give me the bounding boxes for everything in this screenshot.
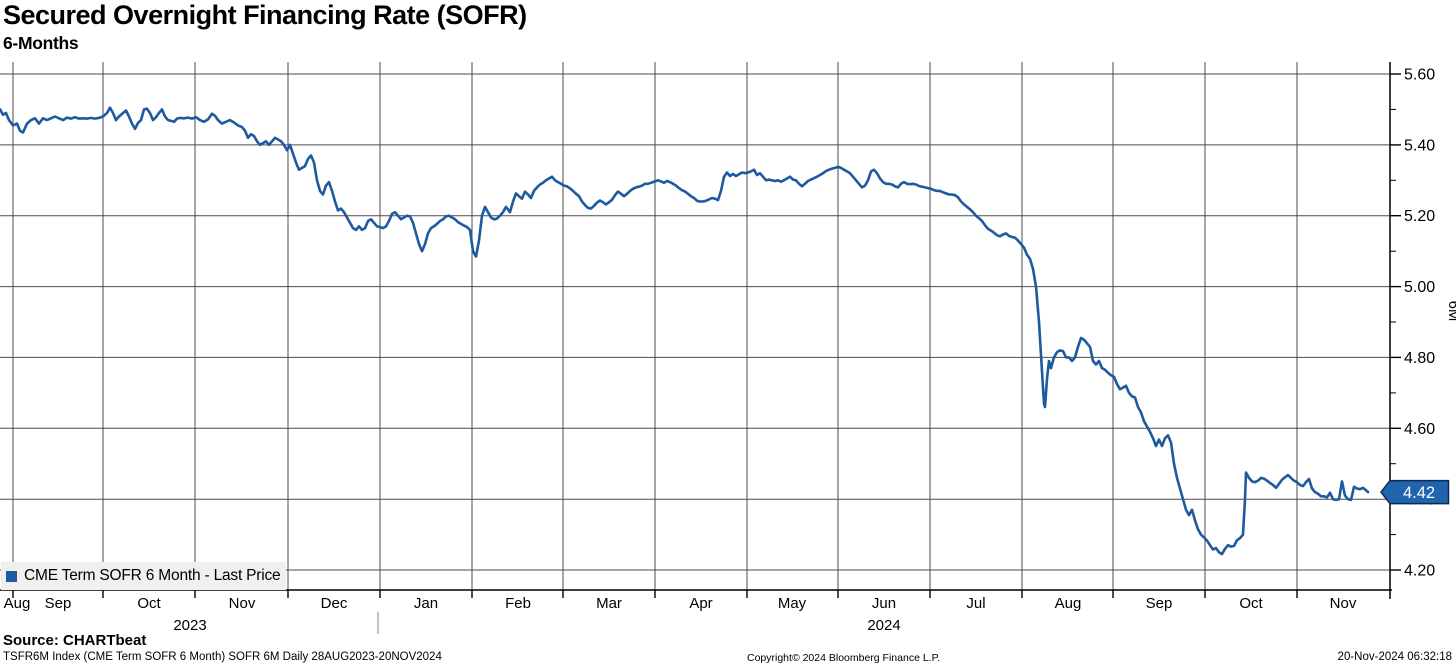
x-tick-label: Nov (229, 595, 256, 612)
x-tick-label: Sep (1146, 595, 1173, 612)
y-axis-name: 6M (1445, 301, 1456, 322)
y-tick-label: 4.20 (1404, 563, 1435, 580)
y-tick-label: 4.60 (1404, 421, 1435, 438)
copyright-notice: Copyright© 2024 Bloomberg Finance L.P. (747, 652, 941, 664)
chart-legend: CME Term SOFR 6 Month - Last Price (1, 562, 286, 590)
x-tick-label: Jul (966, 595, 985, 612)
series-swatch-icon (6, 570, 17, 582)
last-price-badge (1380, 479, 1450, 505)
year-label: 2024 (867, 617, 900, 634)
x-tick-label: Sep (45, 595, 72, 612)
sofr-line-chart: 5.605.405.205.004.804.604.404.20AugSepOc… (0, 62, 1456, 634)
x-tick-label: Apr (689, 595, 712, 612)
render-timestamp: 20-Nov-2024 06:32:18 (1337, 651, 1452, 663)
y-tick-label: 5.00 (1404, 279, 1435, 296)
x-tick-label: Jun (872, 595, 896, 612)
y-tick-label: 5.40 (1404, 137, 1435, 154)
last-price-value: 4.42 (1403, 484, 1435, 502)
ticker-description: TSFR6M Index (CME Term SOFR 6 Month) SOF… (3, 651, 442, 663)
x-tick-label: Feb (505, 595, 531, 612)
y-tick-label: 5.60 (1404, 67, 1435, 84)
y-tick-label: 5.20 (1404, 208, 1435, 225)
x-tick-label: Mar (596, 595, 622, 612)
price-line (0, 106, 1370, 556)
series-legend-label: CME Term SOFR 6 Month - Last Price (24, 567, 281, 584)
x-tick-label: Aug (1055, 595, 1082, 612)
chart-title: Secured Overnight Financing Rate (SOFR) (3, 0, 527, 30)
x-tick-label: Oct (1239, 595, 1263, 612)
source-line: Source: CHARTbeat (3, 632, 147, 649)
x-tick-label: May (778, 595, 807, 612)
x-tick-label: Dec (321, 595, 348, 612)
x-tick-label: Oct (137, 595, 161, 612)
y-tick-label: 4.80 (1404, 350, 1435, 367)
x-tick-label: Aug (4, 595, 31, 612)
chart-subtitle: 6-Months (3, 33, 79, 53)
x-tick-label: Jan (414, 595, 438, 612)
x-tick-label: Nov (1330, 595, 1357, 612)
year-label: 2023 (173, 617, 206, 634)
